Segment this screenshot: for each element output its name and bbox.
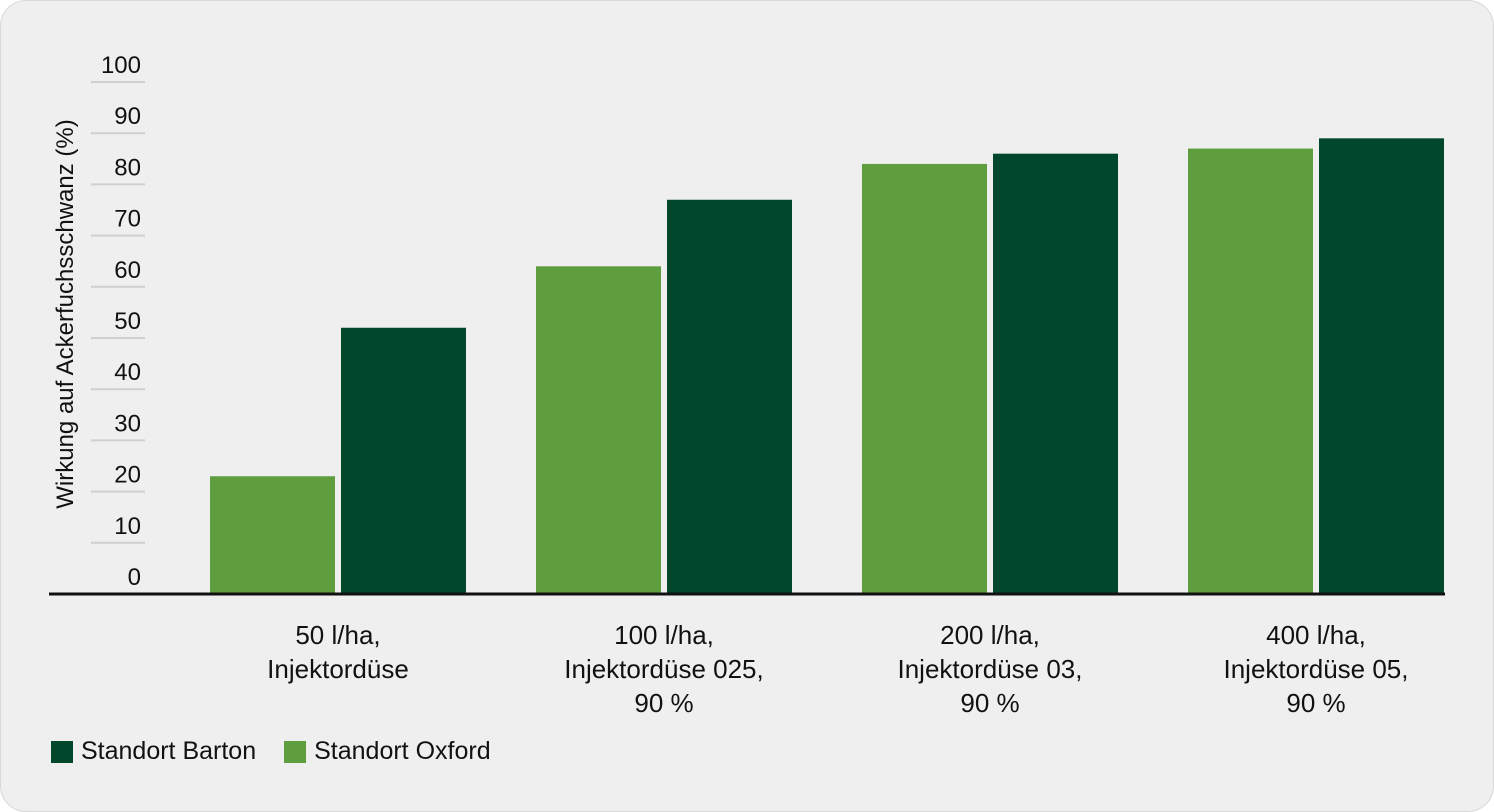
x-category-label-line: 400 l/ha, [1266, 620, 1366, 650]
legend-item-oxford: Standort Oxford [284, 737, 491, 766]
x-category-label: 200 l/ha, Injektordüse 03, 90 % [897, 620, 1082, 718]
y-tick-label: 0 [128, 564, 141, 591]
x-category-label-line: 100 l/ha, [614, 620, 714, 650]
y-tick-label: 10 [114, 513, 141, 540]
x-category-label-line: 200 l/ha, [940, 620, 1040, 650]
y-tick-label: 30 [114, 410, 141, 437]
x-category-label-line: 50 l/ha, [295, 620, 380, 650]
y-tick-label: 80 [114, 154, 141, 181]
bar-oxford-3 [1188, 148, 1313, 594]
y-axis-title: Wirkung auf Ackerfuchsschwanz (%) [52, 119, 79, 508]
legend-swatch-barton [51, 740, 73, 763]
bar-barton-2 [993, 153, 1118, 594]
x-category-label-line: Injektordüse [267, 654, 409, 684]
x-category-label: 400 l/ha, Injektordüse 05, 90 % [1223, 620, 1408, 718]
y-tick-label: 50 [114, 308, 141, 335]
legend-label-oxford: Standort Oxford [314, 737, 491, 765]
y-tick-label: 20 [114, 462, 141, 489]
x-category-label: 100 l/ha, Injektordüse 025, 90 % [564, 620, 763, 718]
y-tick-label: 90 [114, 103, 141, 130]
x-category-label-line: 90 % [960, 688, 1019, 718]
legend: Standort Barton Standort Oxford [51, 737, 519, 766]
legend-swatch-oxford [284, 740, 307, 763]
legend-item-barton: Standort Barton [51, 737, 256, 766]
bar-oxford-1 [536, 266, 661, 594]
y-axis-ticks: 0 10 20 30 40 50 60 70 80 90 100 [91, 52, 145, 591]
y-tick-label: 70 [114, 206, 141, 233]
bar-barton-1 [667, 199, 792, 594]
y-tick-label: 100 [101, 52, 141, 79]
x-category-label: 50 l/ha, Injektordüse [267, 620, 409, 684]
x-category-label-line: 90 % [634, 688, 693, 718]
bar-barton-0 [341, 327, 466, 594]
y-tick-label: 40 [114, 359, 141, 386]
bars [210, 138, 1444, 595]
x-category-label-line: 90 % [1286, 688, 1345, 718]
category-labels: 50 l/ha, Injektordüse 100 l/ha, Injektordüs… [267, 620, 1408, 718]
bar-barton-3 [1319, 138, 1444, 594]
x-category-label-line: Injektordüse 05, [1223, 654, 1408, 684]
legend-label-barton: Standort Barton [81, 737, 257, 765]
y-tick-label: 60 [114, 257, 141, 284]
bar-oxford-0 [210, 476, 335, 594]
x-category-label-line: Injektordüse 025, [564, 654, 763, 684]
x-category-label-line: Injektordüse 03, [897, 654, 1082, 684]
bar-oxford-2 [862, 163, 987, 595]
